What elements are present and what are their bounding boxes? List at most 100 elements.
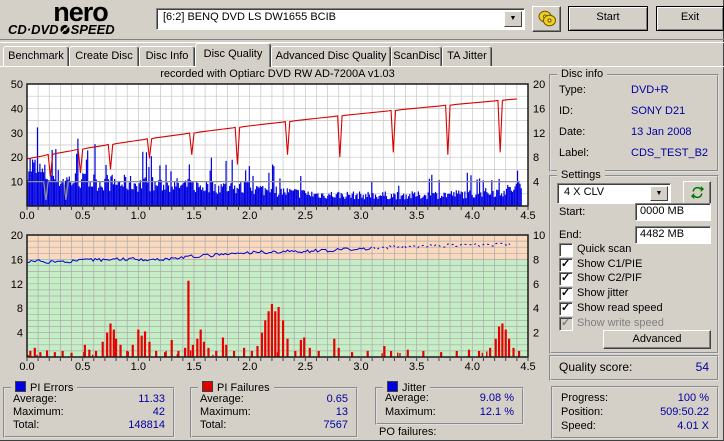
- y-axis-left-tick-label: 4: [17, 328, 23, 340]
- quality-score-label: Quality score:: [559, 360, 633, 374]
- pi-errors-total-value: 148814: [128, 419, 165, 431]
- jitter-stats-title: Jitter: [383, 381, 430, 394]
- quality-score-panel: Quality score: 54: [549, 355, 719, 381]
- pi-errors-chart: 0.0 0.5 1.0 1.5 2.0 2.5 3.0 3.5 4.0 4.5 10 20 30 40 50…: [11, 79, 545, 222]
- exit-button[interactable]: Exit: [656, 6, 724, 31]
- pi-errors-stats-group: PI Errors Average: 11.33 Maximum: 42 Tot…: [3, 381, 175, 438]
- refresh-icon: [690, 185, 705, 203]
- x-axis-tick-label: 2.5: [298, 210, 313, 222]
- checkbox-box[interactable]: [559, 286, 573, 301]
- y-axis-left-tick-label: 20: [11, 152, 23, 164]
- y-axis-left-tick-label: 16: [11, 254, 23, 266]
- y-axis-right-tick-label: 12: [533, 128, 545, 140]
- speed-label: Speed:: [561, 420, 596, 432]
- x-axis-tick-label: 3.0: [353, 210, 368, 222]
- checkbox-label: Show read speed: [577, 302, 663, 314]
- end-position-label: End:: [559, 229, 582, 241]
- speed-value: 4.01 X: [677, 420, 709, 432]
- y-axis-left-tick-label: 10: [11, 177, 23, 189]
- y-axis-right-tick-label: 6: [533, 279, 539, 291]
- x-axis-tick-label: 2.0: [242, 361, 257, 373]
- jitter-stats-group: Jitter Average: 9.08 % Maximum: 12.1 %: [375, 381, 524, 425]
- x-axis-tick-label: 2.0: [242, 210, 257, 222]
- tab-ta-jitter[interactable]: TA Jitter: [442, 46, 492, 66]
- checkbox-label: Show C1/PIE: [577, 258, 643, 270]
- pi-failures-maximum-value: 13: [335, 406, 348, 418]
- pi-failures-average-label: Average:: [200, 393, 244, 405]
- quality-score-value: 54: [695, 360, 709, 374]
- checkbox-box[interactable]: [559, 257, 573, 272]
- x-axis-tick-label: 3.0: [353, 361, 368, 373]
- eject-disc-button[interactable]: [532, 6, 561, 32]
- progress-panel: Progress: 100 % Position: 509:50.22 Spee…: [551, 386, 719, 439]
- scan-speed-dropdown-arrow[interactable]: ▼: [650, 186, 668, 201]
- tab-benchmark[interactable]: Benchmark: [3, 46, 69, 66]
- x-axis-tick-label: 4.5: [520, 210, 535, 222]
- pi-errors-average-label: Average:: [13, 393, 57, 405]
- pi-failures-stats-title: PI Failures: [198, 381, 274, 394]
- checkbox-box[interactable]: [559, 243, 573, 257]
- x-axis-tick-label: 1.5: [186, 210, 201, 222]
- drive-select[interactable]: [6:2] BENQ DVD LS DW1655 BCIB ▼: [156, 8, 525, 30]
- checkbox-box[interactable]: [559, 271, 573, 286]
- tab-disc-info[interactable]: Disc Info: [139, 46, 195, 66]
- x-axis-tick-label: 1.0: [131, 361, 146, 373]
- drive-select-dropdown-arrow[interactable]: ▼: [504, 11, 522, 27]
- disc-stack-icon: [537, 10, 557, 30]
- y-axis-right-tick-label: 10: [533, 230, 545, 242]
- jitter-maximum-label: Maximum:: [385, 406, 436, 418]
- tab-create-disc[interactable]: Create Disc: [69, 46, 139, 66]
- checkbox-box: [559, 316, 573, 331]
- y-axis-right-tick-label: 4: [533, 303, 539, 315]
- pi-errors-maximum-value: 42: [152, 406, 165, 418]
- checkbox-box[interactable]: [559, 301, 573, 316]
- pi-errors-stats-title: PI Errors: [11, 381, 78, 394]
- disc-info-group: Disc info Type: DVD+R ID: SONY D21 Date:…: [549, 68, 719, 172]
- advanced-button[interactable]: Advanced: [603, 330, 711, 349]
- tab-disc-quality[interactable]: Disc Quality: [195, 43, 271, 67]
- x-axis-tick-label: 3.5: [409, 210, 424, 222]
- disc-type-label: Type:: [559, 84, 586, 96]
- x-axis-tick-label: 2.5: [298, 361, 313, 373]
- nero-logo: nero CD·DVD SPEED: [8, 0, 153, 36]
- pi-failures-maximum-label: Maximum:: [200, 406, 251, 418]
- scan-speed-select[interactable]: 4 X CLV ▼: [557, 183, 671, 204]
- start-button[interactable]: Start: [568, 6, 648, 31]
- position-value: 509:50.22: [660, 406, 709, 418]
- pi-errors-maximum-label: Maximum:: [13, 406, 64, 418]
- x-axis-tick-label: 4.0: [465, 361, 480, 373]
- x-axis-tick-label: 0.0: [19, 361, 34, 373]
- x-axis-tick-label: 0.5: [75, 361, 90, 373]
- end-position-field[interactable]: 4482 MB: [635, 226, 711, 244]
- checkbox-label: Quick scan: [577, 243, 632, 255]
- jitter-legend-swatch: [387, 381, 398, 392]
- tab-scandisc[interactable]: ScanDisc: [391, 46, 442, 66]
- jitter-average-label: Average:: [385, 392, 429, 404]
- tab-advanced-disc-quality[interactable]: Advanced Disc Quality: [271, 46, 391, 66]
- y-axis-right-tick-label: 8: [533, 254, 539, 266]
- disc-id-value: SONY D21: [631, 105, 686, 117]
- disc-label-value: CDS_TEST_B2: [631, 147, 709, 159]
- settings-group: Settings 4 X CLV ▼ Start: 0000 MB End: 4…: [549, 169, 719, 354]
- y-axis-left-tick-label: 40: [11, 103, 23, 115]
- pi-failures-legend-swatch: [202, 381, 213, 392]
- x-axis-tick-label: 0.5: [75, 210, 90, 222]
- scan-speed-value: 4 X CLV: [564, 186, 605, 198]
- disc-label-label: Label:: [559, 147, 589, 159]
- y-axis-right-tick-label: 2: [533, 328, 539, 340]
- x-axis-tick-label: 0.0: [19, 210, 34, 222]
- tab-content-edge: [0, 66, 724, 67]
- refresh-button[interactable]: [683, 181, 711, 206]
- start-position-field[interactable]: 0000 MB: [635, 203, 711, 221]
- position-label: Position:: [561, 406, 604, 418]
- y-axis-left-tick-label: 30: [11, 128, 23, 140]
- y-axis-left-tick-label: 20: [11, 230, 23, 242]
- y-axis-left-tick-label: 50: [11, 79, 23, 91]
- logo-disc-icon: [59, 24, 71, 35]
- pi-errors-total-label: Total:: [13, 419, 40, 431]
- pi-errors-legend-swatch: [15, 381, 26, 392]
- pi-failures-total-value: 7567: [323, 419, 348, 431]
- jitter-maximum-value: 12.1 %: [479, 406, 514, 418]
- pi-failures-total-label: Total:: [200, 419, 227, 431]
